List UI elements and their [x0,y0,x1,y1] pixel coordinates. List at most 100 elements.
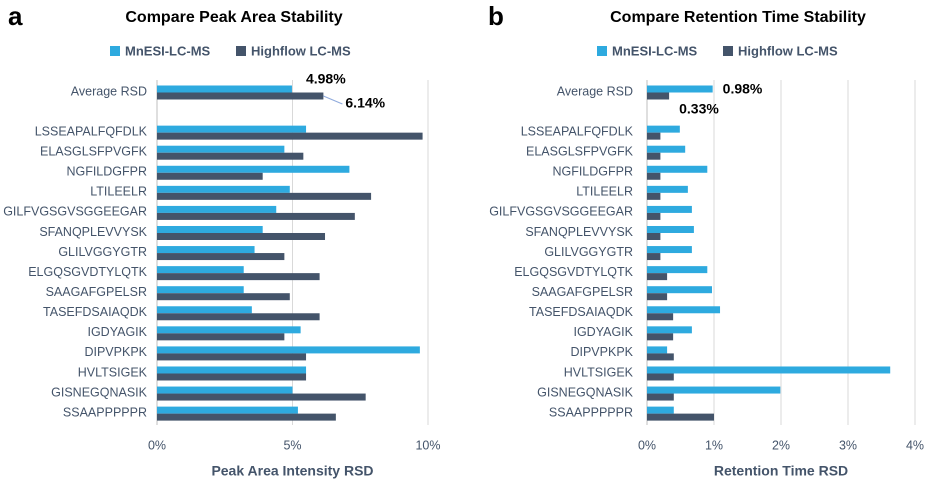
data-label: 6.14% [345,95,385,111]
y-tick-label: Average RSD [557,84,633,98]
bar [157,232,326,240]
x-tick-label: 4% [906,438,924,452]
bar [647,413,714,421]
bar [157,266,244,274]
legend-label: Highflow LC-MS [738,43,838,58]
bar [157,145,285,153]
bar [157,192,372,200]
bar [157,205,277,213]
y-tick-label: LTILEELR [90,185,147,199]
y-tick-label: TASEFDSAIAQDK [43,305,148,319]
bar [647,125,680,133]
y-tick-label: ELASGLSFPVGFK [526,145,634,159]
bar [647,232,661,240]
legend-label: MnESI-LC-MS [612,43,698,58]
bar [647,85,713,93]
y-tick-label: LSSEAPALFQFDLK [35,124,148,138]
x-tick-label: 0% [148,438,166,452]
y-tick-label: NGFILDGFPR [552,165,633,179]
bar [157,406,298,414]
bar [157,373,307,381]
bar [157,273,320,281]
y-tick-label: GILFVGSGVSGGEEGAR [489,205,633,219]
x-tick-label: 0% [638,438,656,452]
bar [647,373,674,381]
y-tick-label: GISNEGQNASIK [51,385,148,399]
legend-swatch [110,46,120,56]
bar [647,353,674,361]
bar [157,246,255,254]
bar [647,293,668,301]
y-tick-label: SSAAPPPPPR [549,405,633,419]
bar [647,386,781,394]
legend-label: Highflow LC-MS [251,43,351,58]
bar [647,346,668,354]
y-tick-label: GILFVGSGVSGGEEGAR [3,205,147,219]
y-tick-label: DIPVPKPK [570,345,633,359]
bar [647,306,721,314]
y-tick-label: ELGQSGVDTYLQTK [514,265,633,279]
legend-swatch [597,46,607,56]
panel-label: a [8,1,23,31]
bar [647,172,661,180]
bar [647,225,694,233]
y-tick-label: IGDYAGIK [573,325,633,339]
bar [157,185,290,193]
y-tick-label: SAAGAFGPELSR [532,285,633,299]
bar [157,413,336,421]
bar [647,326,692,334]
x-axis-title: Peak Area Intensity RSD [211,463,373,479]
bar [647,253,661,261]
data-label: 4.98% [306,71,346,87]
bar [157,165,350,173]
bar [157,326,301,334]
bar [647,205,692,213]
y-tick-label: ELGQSGVDTYLQTK [28,265,147,279]
legend-swatch [723,46,733,56]
y-tick-label: ELASGLSFPVGFK [40,145,148,159]
y-tick-label: SFANQPLEVVYSK [39,225,147,239]
bar [647,92,670,100]
bar [647,313,674,321]
y-tick-label: HVLTSIGEK [564,365,634,379]
bar [647,192,661,200]
y-tick-label: LTILEELR [576,185,633,199]
chart-title: Compare Retention Time Stability [610,9,866,26]
bar [157,212,355,220]
data-label: 0.98% [723,81,763,97]
bar [157,172,263,180]
y-tick-label: GLILVGGYGTR [58,245,147,259]
data-label: 0.33% [679,101,719,117]
x-axis-title: Retention Time RSD [714,463,848,479]
bar [647,266,708,274]
y-tick-label: SSAAPPPPPR [63,405,147,419]
x-tick-label: 5% [283,438,301,452]
y-tick-label: IGDYAGIK [87,325,147,339]
x-tick-label: 2% [772,438,790,452]
bar [157,286,244,294]
x-tick-label: 10% [415,438,440,452]
bar [157,92,324,100]
y-tick-label: SAAGAFGPELSR [46,285,147,299]
bar [157,152,304,160]
x-tick-label: 3% [839,438,857,452]
bar [157,293,290,301]
bar [647,393,674,401]
y-tick-label: SFANQPLEVVYSK [525,225,633,239]
bar [157,333,285,341]
x-tick-label: 1% [705,438,723,452]
bar [647,152,661,160]
bar [157,346,420,354]
bar [647,406,674,414]
y-tick-label: NGFILDGFPR [66,165,147,179]
bar [157,132,423,140]
bar [157,366,307,374]
legend-label: MnESI-LC-MS [125,43,211,58]
chart-title: Compare Peak Area Stability [125,9,342,26]
bar [647,132,661,140]
y-tick-label: GLILVGGYGTR [544,245,633,259]
bar [647,145,686,153]
y-tick-label: TASEFDSAIAQDK [529,305,634,319]
bar [647,185,688,193]
